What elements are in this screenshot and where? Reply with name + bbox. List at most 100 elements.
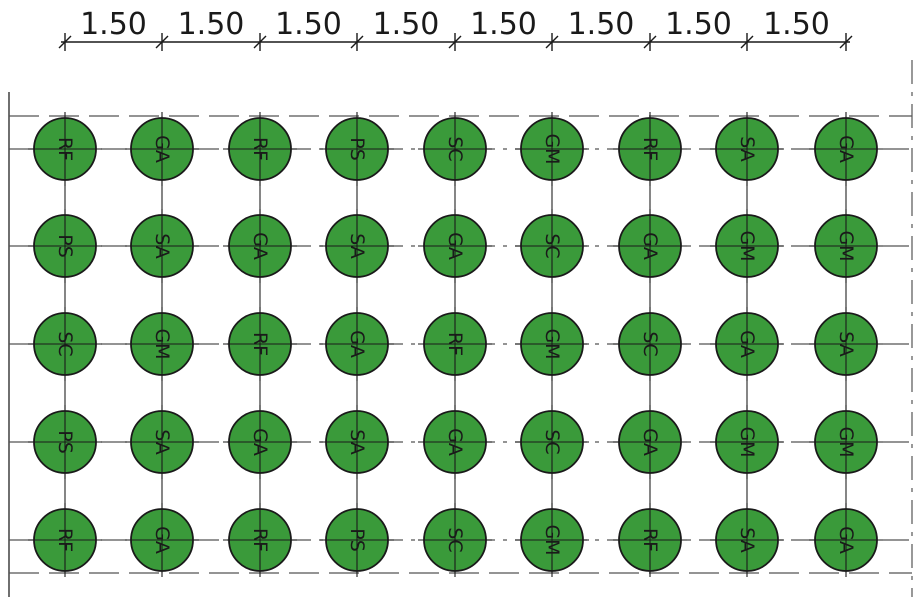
tree-species-label: RF: [249, 332, 271, 356]
tree-symbol: GA: [418, 209, 492, 283]
dimension-label: 1.50: [275, 7, 342, 42]
tree-species-label: PS: [346, 528, 368, 552]
dimension-label: 1.50: [373, 7, 440, 42]
tree-symbol: RF: [613, 503, 687, 577]
tree-species-label: GA: [835, 526, 857, 554]
tree-symbol: GM: [809, 405, 883, 479]
tree-species-label: RF: [444, 332, 466, 356]
tree-symbol: GA: [710, 307, 784, 381]
tree-species-label: GA: [835, 135, 857, 163]
tree-species-label: SC: [541, 233, 563, 258]
tree-symbol: GM: [710, 405, 784, 479]
tree-symbol: SC: [28, 307, 102, 381]
tree-species-label: GA: [151, 135, 173, 163]
tree-species-label: GA: [249, 428, 271, 456]
tree-species-label: SC: [54, 331, 76, 356]
tree-symbol: PS: [28, 405, 102, 479]
tree-symbol: GA: [418, 405, 492, 479]
tree-species-label: SA: [151, 429, 173, 454]
tree-symbol: RF: [28, 503, 102, 577]
tree-species-label: RF: [54, 528, 76, 552]
tree-symbol: GA: [125, 503, 199, 577]
tree-symbol: GA: [613, 209, 687, 283]
tree-species-label: SC: [541, 429, 563, 454]
tree-species-label: RF: [54, 137, 76, 161]
tree-species-label: RF: [249, 137, 271, 161]
tree-symbol: SA: [710, 503, 784, 577]
tree-symbol: RF: [223, 503, 297, 577]
tree-species-label: RF: [249, 528, 271, 552]
tree-species-label: GM: [835, 230, 857, 261]
tree-symbol: SA: [809, 307, 883, 381]
tree-species-label: SA: [151, 233, 173, 258]
dimension-label: 1.50: [178, 7, 245, 42]
tree-symbol: GA: [223, 405, 297, 479]
tree-species-label: SA: [835, 331, 857, 356]
tree-symbol: SC: [515, 209, 589, 283]
tree-symbol: GA: [809, 503, 883, 577]
tree-symbol: GA: [320, 307, 394, 381]
tree-species-label: RF: [639, 137, 661, 161]
tree-symbol: RF: [28, 112, 102, 186]
tree-species-label: GM: [835, 426, 857, 457]
tree-symbol: GA: [223, 209, 297, 283]
tree-species-label: GM: [541, 524, 563, 555]
tree-species-label: GM: [736, 230, 758, 261]
tree-symbol: RF: [418, 307, 492, 381]
tree-symbol: RF: [613, 112, 687, 186]
tree-species-label: SA: [346, 429, 368, 454]
tree-symbol: SC: [418, 112, 492, 186]
tree-species-label: RF: [639, 528, 661, 552]
tree-symbol: PS: [320, 503, 394, 577]
tree-species-label: SC: [444, 527, 466, 552]
tree-symbol: SA: [320, 405, 394, 479]
tree-symbol: PS: [320, 112, 394, 186]
tree-species-label: GA: [346, 330, 368, 358]
tree-species-label: PS: [54, 234, 76, 258]
tree-symbol: GA: [613, 405, 687, 479]
tree-species-label: GA: [639, 232, 661, 260]
tree-species-label: GA: [736, 330, 758, 358]
tree-species-label: GA: [444, 428, 466, 456]
tree-species-label: SA: [736, 527, 758, 552]
tree-symbol: RF: [223, 307, 297, 381]
tree-symbol: GM: [515, 307, 589, 381]
tree-symbol: RF: [223, 112, 297, 186]
tree-symbol: GM: [710, 209, 784, 283]
tree-symbol: SC: [418, 503, 492, 577]
dimension-label: 1.50: [568, 7, 635, 42]
tree-symbol: SA: [710, 112, 784, 186]
tree-species-label: SA: [736, 136, 758, 161]
dimension-label: 1.50: [470, 7, 537, 42]
dimension-label: 1.50: [665, 7, 732, 42]
tree-symbol: SA: [320, 209, 394, 283]
tree-species-label: SC: [639, 331, 661, 356]
tree-species-label: SC: [444, 136, 466, 161]
tree-species-label: PS: [54, 430, 76, 454]
dimension-chain: 1.50 1.50 1.50 1.50 1.50 1.50 1.50 1.50: [58, 7, 853, 51]
tree-species-label: GM: [736, 426, 758, 457]
tree-symbol: GA: [125, 112, 199, 186]
tree-grid: RF GA RF PS SC GM RF SA GA PS SA GA SA GA SC GA GM GM SC GM…: [28, 112, 883, 577]
tree-symbol: GM: [515, 112, 589, 186]
tree-symbol: SC: [613, 307, 687, 381]
tree-species-label: GA: [639, 428, 661, 456]
tree-species-label: GM: [541, 328, 563, 359]
tree-symbol: SA: [125, 405, 199, 479]
tree-species-label: GA: [151, 526, 173, 554]
tree-symbol: GM: [809, 209, 883, 283]
tree-species-label: GM: [151, 328, 173, 359]
tree-symbol: SC: [515, 405, 589, 479]
tree-symbol: PS: [28, 209, 102, 283]
tree-species-label: GM: [541, 133, 563, 164]
tree-species-label: GA: [249, 232, 271, 260]
tree-symbol: GM: [125, 307, 199, 381]
tree-symbol: GM: [515, 503, 589, 577]
tree-species-label: PS: [346, 137, 368, 161]
tree-symbol: GA: [809, 112, 883, 186]
tree-species-label: SA: [346, 233, 368, 258]
dimension-label: 1.50: [763, 7, 830, 42]
dimension-label: 1.50: [80, 7, 147, 42]
tree-symbol: SA: [125, 209, 199, 283]
